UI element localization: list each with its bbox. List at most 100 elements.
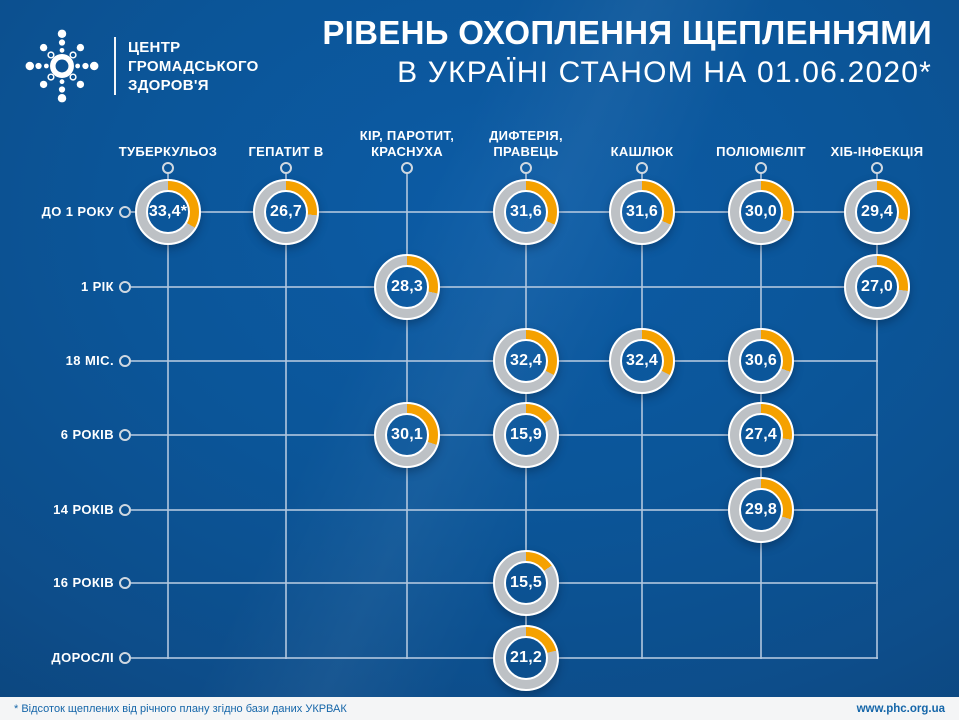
grid-vline-tuberkuloz — [167, 173, 169, 659]
column-node-tuberkuloz — [162, 162, 174, 174]
row-node-6-rokiv — [119, 429, 131, 441]
column-header-khib-infektsiya: ХІБ-ІНФЕКЦІЯ — [792, 124, 959, 160]
donut-value: 30,1 — [391, 426, 423, 443]
column-header-line: ТУБЕРКУЛЬОЗ — [118, 144, 218, 159]
donut-value: 15,5 — [510, 574, 542, 591]
logo-text-line: ЗДОРОВ'Я — [128, 76, 209, 94]
grid-vline-kashlyuk — [641, 173, 643, 659]
column-node-khib-infektsiya — [871, 162, 883, 174]
footnote: * Відсоток щеплених від річного плану зг… — [14, 702, 347, 715]
row-label-16-rokiv: 16 РОКІВ — [53, 575, 114, 590]
logo-text-line: ЦЕНТР — [128, 38, 181, 56]
column-header-kir-parotyt-krasnukha: КІР, ПАРОТИТ, КРАСНУХА — [322, 124, 492, 160]
donut-hole: 30,1 — [385, 413, 429, 457]
title-line-1: РІВЕНЬ ОХОПЛЕННЯ ЩЕПЛЕННЯМИ — [322, 14, 932, 51]
donut-16-rokiv-dyfteriya-pravets: 15,5 — [493, 550, 559, 616]
row-label-dorosli: ДОРОСЛІ — [51, 650, 114, 665]
donut-hole: 21,2 — [504, 636, 548, 680]
row-label-6-rokiv: 6 РОКІВ — [60, 427, 114, 442]
logo-text-line: ГРОМАДСЬКОГО — [128, 57, 259, 75]
logo-text: ЦЕНТР ГРОМАДСЬКОГО ЗДОРОВ'Я — [128, 38, 259, 95]
column-header-line: КІР, ПАРОТИТ, — [359, 128, 455, 143]
grid-hline-1-rik — [131, 286, 878, 288]
donut-hole: 31,6 — [504, 190, 548, 234]
donut-14-rokiv-poliomiyelit: 29,8 — [728, 477, 794, 543]
grid-hline-14-rokiv — [131, 509, 878, 511]
donut-value: 32,4 — [510, 352, 542, 369]
donut-do-1-roku-tuberkuloz: 33,4* — [135, 179, 201, 245]
donut-value: 27,4 — [745, 426, 777, 443]
column-header-line: ПОЛІОМІЄЛІТ — [716, 144, 806, 159]
donut-hole: 27,4 — [739, 413, 783, 457]
donut-do-1-roku-kashlyuk: 31,6 — [609, 179, 675, 245]
row-label-1-rik: 1 РІК — [80, 279, 114, 294]
donut-hole: 15,5 — [504, 561, 548, 605]
donut-18-mis-poliomiyelit: 30,6 — [728, 328, 794, 394]
row-node-16-rokiv — [119, 577, 131, 589]
column-node-kashlyuk — [636, 162, 648, 174]
column-header-dyfteriya-pravets: ДИФТЕРІЯ, ПРАВЕЦЬ — [441, 124, 611, 160]
donut-hole: 28,3 — [385, 265, 429, 309]
logo-divider — [114, 37, 116, 95]
donut-6-rokiv-kir-parotyt-krasnukha: 30,1 — [374, 402, 440, 468]
donut-value: 29,4 — [861, 203, 893, 220]
phc-logo-icon — [25, 29, 99, 103]
donut-value: 27,0 — [861, 278, 893, 295]
donut-hole: 27,0 — [855, 265, 899, 309]
donut-value: 31,6 — [510, 203, 542, 220]
donut-dorosli-dyfteriya-pravets: 21,2 — [493, 625, 559, 691]
donut-do-1-roku-hepatyt-b: 26,7 — [253, 179, 319, 245]
donut-value: 32,4 — [626, 352, 658, 369]
donut-do-1-roku-poliomiyelit: 30,0 — [728, 179, 794, 245]
donut-do-1-roku-dyfteriya-pravets: 31,6 — [493, 179, 559, 245]
column-header-line: КАШЛЮК — [610, 144, 674, 159]
donut-6-rokiv-dyfteriya-pravets: 15,9 — [493, 402, 559, 468]
row-node-18-mis — [119, 355, 131, 367]
column-node-poliomiyelit — [755, 162, 767, 174]
donut-hole: 30,0 — [739, 190, 783, 234]
donut-hole: 32,4 — [504, 339, 548, 383]
donut-do-1-roku-khib-infektsiya: 29,4 — [844, 179, 910, 245]
column-header-tuberkuloz: ТУБЕРКУЛЬОЗ — [83, 124, 253, 160]
row-label-do-1-roku: ДО 1 РОКУ — [41, 204, 114, 219]
donut-6-rokiv-poliomiyelit: 27,4 — [728, 402, 794, 468]
row-node-dorosli — [119, 652, 131, 664]
donut-value: 15,9 — [510, 426, 542, 443]
donut-value: 26,7 — [270, 203, 302, 220]
donut-hole: 15,9 — [504, 413, 548, 457]
donut-value: 30,6 — [745, 352, 777, 369]
donut-value: 31,6 — [626, 203, 658, 220]
poster-title: РІВЕНЬ ОХОПЛЕННЯ ЩЕПЛЕННЯМИ В УКРАЇНІ СТ… — [322, 12, 932, 91]
title-line-2: В УКРАЇНІ СТАНОМ НА 01.06.2020* — [397, 56, 932, 90]
grid-vline-khib-infektsiya — [876, 173, 878, 659]
row-node-14-rokiv — [119, 504, 131, 516]
column-header-line: ДИФТЕРІЯ, — [489, 128, 563, 143]
grid-vline-hepatyt-b — [285, 173, 287, 659]
donut-hole: 32,4 — [620, 339, 664, 383]
donut-hole: 29,8 — [739, 488, 783, 532]
donut-value: 30,0 — [745, 203, 777, 220]
footer: * Відсоток щеплених від річного плану зг… — [0, 697, 959, 720]
donut-hole: 31,6 — [620, 190, 664, 234]
donut-hole: 30,6 — [739, 339, 783, 383]
column-header-line: ХІБ-ІНФЕКЦІЯ — [830, 144, 924, 159]
donut-hole: 33,4* — [146, 190, 190, 234]
row-label-14-rokiv: 14 РОКІВ — [53, 502, 114, 517]
donut-value: 21,2 — [510, 649, 542, 666]
donut-18-mis-dyfteriya-pravets: 32,4 — [493, 328, 559, 394]
phc-logo: ЦЕНТР ГРОМАДСЬКОГО ЗДОРОВ'Я — [16, 20, 259, 112]
donut-hole: 29,4 — [855, 190, 899, 234]
donut-18-mis-kashlyuk: 32,4 — [609, 328, 675, 394]
donut-value: 33,4* — [148, 203, 188, 220]
column-node-hepatyt-b — [280, 162, 292, 174]
row-node-do-1-roku — [119, 206, 131, 218]
donut-1-rik-kir-parotyt-krasnukha: 28,3 — [374, 254, 440, 320]
column-header-kashlyuk: КАШЛЮК — [557, 124, 727, 160]
donut-value: 28,3 — [391, 278, 423, 295]
column-header-line: ПРАВЕЦЬ — [493, 144, 559, 159]
column-header-poliomiyelit: ПОЛІОМІЄЛІТ — [676, 124, 846, 160]
column-header-hepatyt-b: ГЕПАТИТ В — [201, 124, 371, 160]
column-node-kir-parotyt-krasnukha — [401, 162, 413, 174]
